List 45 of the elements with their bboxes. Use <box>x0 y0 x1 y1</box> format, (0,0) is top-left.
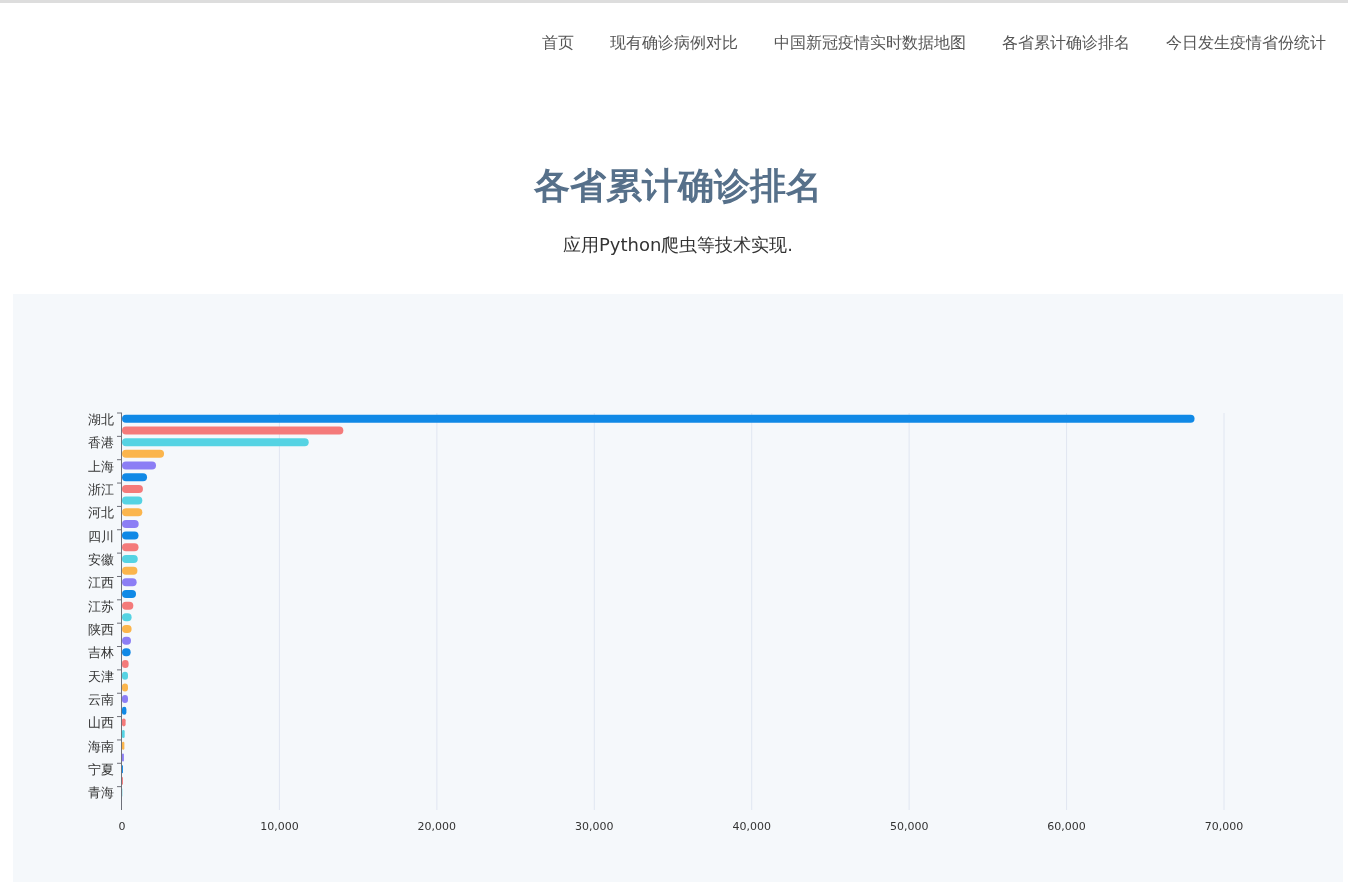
bar <box>122 695 128 704</box>
bar <box>122 578 137 587</box>
y-tick-label: 天津 <box>88 668 114 684</box>
y-tick-label: 四川 <box>88 528 114 544</box>
y-tick-label: 山西 <box>88 715 114 731</box>
y-tick-label: 宁夏 <box>88 762 114 778</box>
y-tick-label: 香港 <box>88 435 114 451</box>
y-tick-label: 海南 <box>88 738 114 754</box>
annotations: 首页 现有确诊病例对比 中国新冠疫情实时数据地图 各省累计确诊排名 今日发生疫情省份统计 <box>542 33 1326 52</box>
y-tick-label: 云南 <box>88 692 114 708</box>
bar <box>122 414 1195 423</box>
y-tick-label: 江西 <box>88 575 114 591</box>
x-tick-label: 60,000 <box>1047 820 1086 833</box>
y-tick-label: 浙江 <box>88 481 114 497</box>
y-tick-label: 上海 <box>88 458 114 474</box>
x-tick-label: 20,000 <box>417 820 457 833</box>
bar <box>122 484 143 493</box>
bar <box>122 730 125 739</box>
y-tick-label: 陕西 <box>88 622 114 638</box>
y-tick-label: 青海 <box>88 785 114 801</box>
bar <box>122 531 139 540</box>
bar <box>122 426 344 435</box>
bar <box>122 449 165 458</box>
bar <box>122 438 309 447</box>
y-tick-label: 安徽 <box>88 551 114 567</box>
bar <box>122 519 139 528</box>
chart-title: 各省累计确诊排名 <box>533 165 822 206</box>
bar <box>122 554 138 563</box>
x-tick-label: 0 <box>118 820 126 833</box>
x-tick-label: 50,000 <box>889 820 929 833</box>
y-tick-label: 河北 <box>88 505 114 521</box>
x-tick-label: 70,000 <box>1204 820 1244 833</box>
y-tick-label: 湖北 <box>88 411 114 427</box>
x-tick-label: 40,000 <box>732 820 771 833</box>
x-tick-label: 10,000 <box>260 820 299 833</box>
x-tick-label: 30,000 <box>575 820 614 833</box>
bar <box>122 461 156 470</box>
bar <box>122 718 126 727</box>
chart-subtitle: 应用Python爬虫等技术实现. <box>562 234 794 255</box>
bar <box>122 543 139 552</box>
bar <box>122 496 143 505</box>
y-tick-label: 江苏 <box>88 598 114 614</box>
bar <box>122 473 148 482</box>
bar <box>122 508 143 517</box>
y-tick-label: 吉林 <box>88 645 114 661</box>
